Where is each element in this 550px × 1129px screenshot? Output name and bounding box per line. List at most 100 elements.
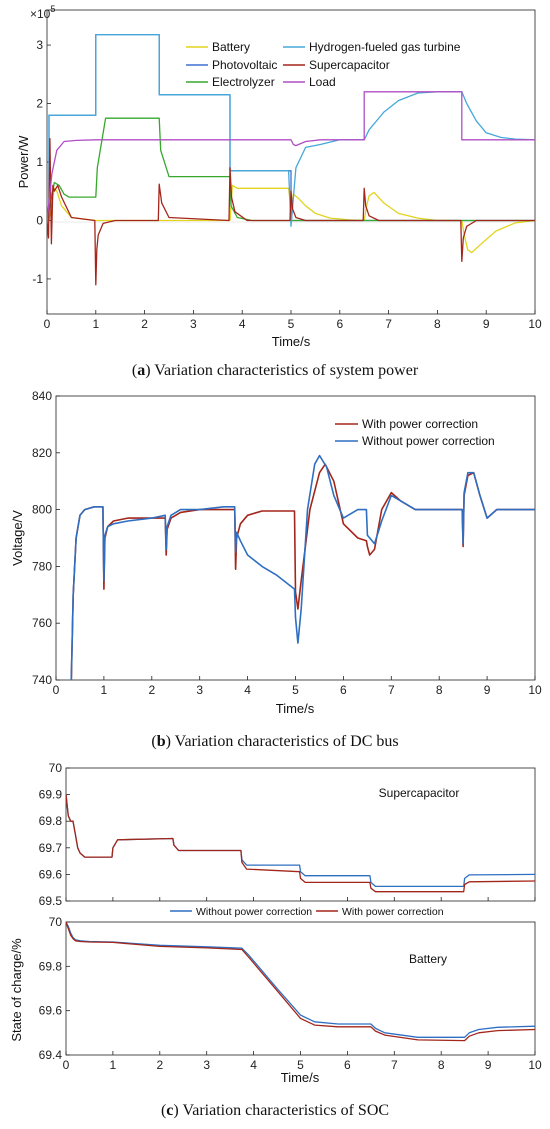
- caption-c: (c) Variation characteristics of SOC: [161, 1102, 389, 1119]
- x-tick-label: 5: [288, 317, 295, 331]
- x-tick-label: 3: [190, 317, 197, 331]
- y-axis-label: Power/W: [16, 135, 31, 188]
- plot-frame: [46, 9, 536, 315]
- y-tick-label: 70: [49, 761, 63, 775]
- x-tick-label: 4: [244, 683, 251, 697]
- x-tick-label: 4: [250, 1058, 257, 1072]
- legend-label-photovoltaic: Photovoltaic: [212, 58, 277, 72]
- legend-label-with-correction: With power correction: [362, 417, 478, 431]
- series-line-hydrogen-fueled-gas-turbine: [47, 33, 535, 227]
- series-group: [66, 922, 535, 1042]
- series-group: [70, 454, 535, 680]
- y-tick-label: 69.6: [39, 867, 63, 881]
- y-tick-label: 70: [49, 915, 63, 929]
- x-tick-label: 9: [484, 683, 491, 697]
- x-tick-label: 3: [196, 683, 203, 697]
- series-line-electrolyzer: [47, 117, 535, 222]
- x-tick-label: 10: [528, 683, 542, 697]
- y-tick-label: 1: [36, 155, 43, 169]
- x-tick-label: 8: [434, 317, 441, 331]
- y-tick-label: 69.8: [39, 959, 63, 973]
- x-tick-label: 7: [388, 683, 395, 697]
- legend: With power correction Without power corr…: [335, 417, 495, 448]
- series-line-without-power-correction: [66, 794, 535, 888]
- series-line-with-power-correction: [66, 794, 535, 893]
- dc-bus-voltage-chart: 0 1 2 3 4 5 6 7 8 9 10 740 760 780 800 820 840 Voltage/…: [10, 389, 542, 750]
- series-group: [47, 33, 535, 286]
- series-line-without-power-correction: [66, 922, 535, 1038]
- x-tick-label: 5: [292, 683, 299, 697]
- y-ticks: 69.5 69.6 69.7 69.8 69.9 70: [39, 761, 70, 908]
- x-tick-label: 1: [110, 1058, 117, 1072]
- x-tick-label: 7: [385, 317, 392, 331]
- soc-chart: 69.569.669.769.869.970 Supercapacitor Wi…: [9, 761, 542, 1119]
- x-ticks: 0 1 2 3 4 5 6 7 8 9 10: [44, 310, 542, 331]
- y-tick-label: 740: [32, 673, 52, 687]
- y-tick-label: 69.9: [39, 788, 63, 802]
- battery-soc-subplot: 0 1 2 3 4 5 6 7 8 9 10 69.4 69.6 69.8 70 Battery: [39, 915, 542, 1072]
- x-tick-label: 8: [438, 1058, 445, 1072]
- x-tick-label: 0: [53, 683, 60, 697]
- x-tick-label: 9: [485, 1058, 492, 1072]
- y-ticks: -1 0 1 2 3: [32, 38, 51, 286]
- x-tick-label: 0: [44, 317, 51, 331]
- x-tick-label: 1: [101, 683, 108, 697]
- x-tick-label: 3: [203, 1058, 210, 1072]
- x-tick-label: 7: [391, 1058, 398, 1072]
- x-ticks: 0 1 2 3 4 5 6 7 8 9 10: [53, 676, 542, 697]
- series-group: [66, 794, 535, 893]
- x-tick-label: 6: [340, 683, 347, 697]
- y-tick-label: 69.6: [39, 1004, 63, 1018]
- series-line-with-power-correction: [66, 922, 535, 1042]
- legend-label-without-correction: Without power correction: [196, 906, 312, 918]
- legend: Battery Photovoltaic Electrolyzer Hydrog…: [186, 40, 461, 89]
- y-tick-label: 69.8: [39, 814, 63, 828]
- x-tick-label: 0: [63, 1058, 70, 1072]
- y-tick-label: 800: [32, 503, 52, 517]
- x-ticks: 0 1 2 3 4 5 6 7 8 9 10: [63, 1051, 542, 1072]
- series-line-supercapacitor: [47, 137, 535, 286]
- y-ticks: 740 760 780 800 820 840: [32, 389, 60, 687]
- y-axis-label: Voltage/V: [10, 510, 25, 566]
- exponent-label: ×105: [30, 4, 55, 21]
- legend-label-electrolyzer: Electrolyzer: [212, 75, 275, 89]
- y-tick-label: 2: [36, 97, 43, 111]
- legend: Without power correction With power corr…: [170, 906, 444, 918]
- legend-label-load: Load: [309, 75, 336, 89]
- y-ticks: 69.4 69.6 69.8 70: [39, 915, 70, 1062]
- x-tick-label: 10: [528, 317, 542, 331]
- legend-label-gas-turbine: Hydrogen-fueled gas turbine: [309, 40, 461, 54]
- y-tick-label: 760: [32, 616, 52, 630]
- x-tick-label: 4: [239, 317, 246, 331]
- x-tick-label: 9: [483, 317, 490, 331]
- plot-frame: [65, 921, 536, 1056]
- legend-label-supercapacitor: Supercapacitor: [309, 58, 390, 72]
- x-tick-label: 6: [344, 1058, 351, 1072]
- x-tick-label: 10: [528, 1058, 542, 1072]
- y-tick-label: 69.5: [39, 894, 63, 908]
- x-axis-label: Time/s: [276, 701, 315, 716]
- subplot-title: Supercapacitor: [379, 786, 460, 800]
- legend-label-with-correction: With power correction: [342, 906, 444, 918]
- caption-a: (a) Variation characteristics of system …: [132, 362, 419, 379]
- y-tick-label: 0: [36, 213, 43, 227]
- y-tick-label: 3: [36, 38, 43, 52]
- x-tick-label: 5: [297, 1058, 304, 1072]
- series-line-without-power-correction: [70, 454, 535, 680]
- x-tick-label: 1: [92, 317, 99, 331]
- y-tick-label: 69.7: [39, 841, 63, 855]
- y-tick-label: -1: [32, 272, 43, 286]
- series-line-load: [47, 91, 535, 221]
- legend-label-battery: Battery: [212, 40, 250, 54]
- y-tick-label: 820: [32, 446, 52, 460]
- y-tick-label: 780: [32, 559, 52, 573]
- x-tick-label: 8: [436, 683, 443, 697]
- x-tick-label: 6: [336, 317, 343, 331]
- x-ticks: [65, 897, 536, 901]
- caption-b: (b) Variation characteristics of DC bus: [151, 733, 398, 750]
- y-axis-label: State of charge/%: [9, 938, 24, 1042]
- x-tick-label: 2: [141, 317, 148, 331]
- y-tick-label: 840: [32, 389, 52, 403]
